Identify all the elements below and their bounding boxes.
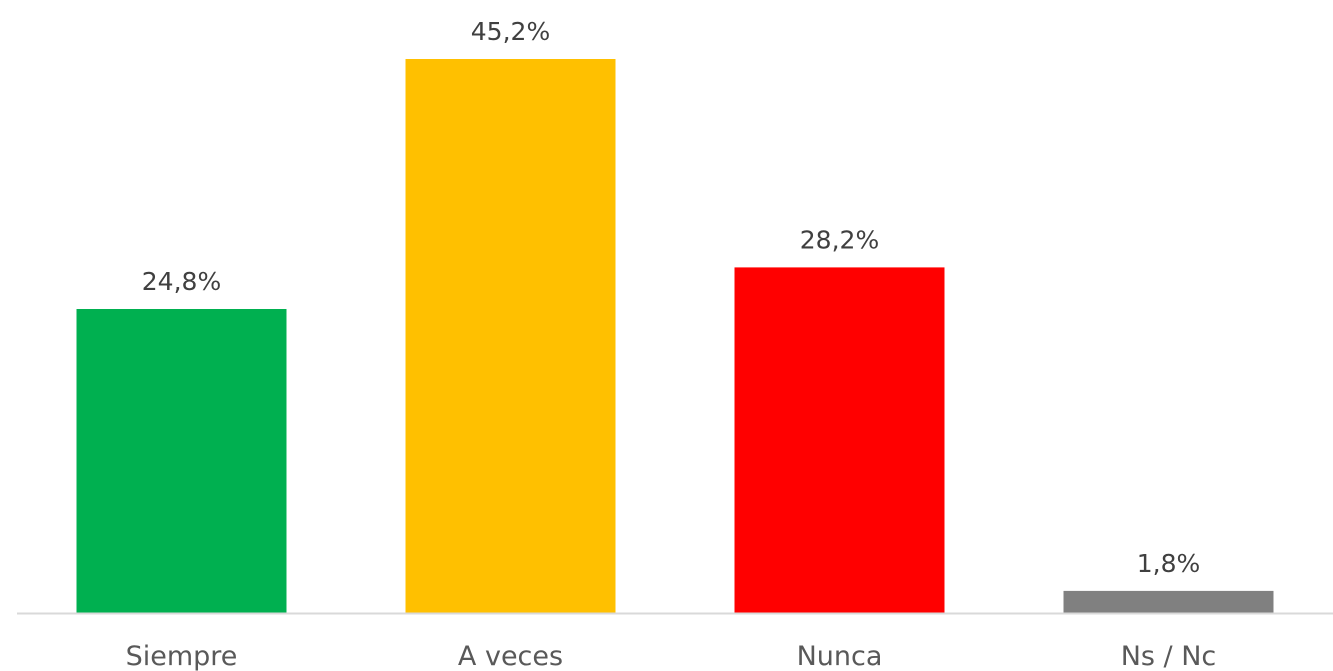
bar-a-veces <box>405 59 616 613</box>
x-tick-labels-group: Siempre A veces Nunca Ns / Nc <box>126 641 1217 671</box>
value-labels-group: 24,8% 45,2% 28,2% 1,8% <box>142 17 1200 578</box>
bars-group <box>76 59 1274 613</box>
bar-siempre <box>76 309 287 613</box>
data-label-nunca: 28,2% <box>800 225 879 254</box>
bar-nunca <box>734 267 945 613</box>
x-tick-label-siempre: Siempre <box>126 641 238 671</box>
data-label-siempre: 24,8% <box>142 267 221 296</box>
bar-ns-nc <box>1063 590 1274 613</box>
x-tick-label-a-veces: A veces <box>458 641 563 671</box>
x-tick-label-nunca: Nunca <box>797 641 883 671</box>
data-label-a-veces: 45,2% <box>471 17 550 46</box>
data-label-ns-nc: 1,8% <box>1137 549 1201 578</box>
x-tick-label-ns-nc: Ns / Nc <box>1121 641 1217 671</box>
